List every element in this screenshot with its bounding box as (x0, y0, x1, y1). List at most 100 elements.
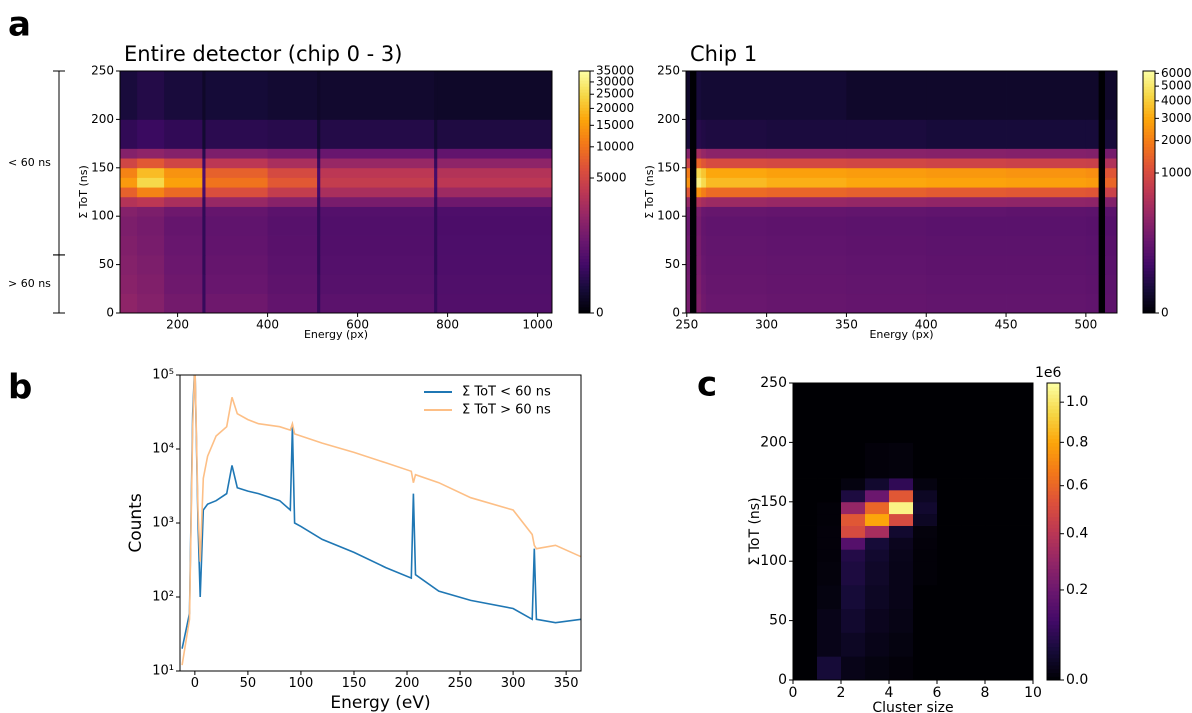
colorbar-step (1143, 276, 1155, 281)
heat-cell (317, 187, 321, 198)
colorbar-step (1143, 255, 1155, 260)
colorbar-step (1047, 505, 1060, 510)
heat-cell (889, 632, 914, 657)
heat-cell (913, 442, 938, 479)
heat-cell (1085, 274, 1100, 295)
colorbar-step (1143, 246, 1155, 250)
colorbar-tick-label: 5000 (596, 171, 627, 185)
heat-cell (202, 167, 206, 178)
heat-cell (1105, 119, 1117, 149)
heat-cell (267, 71, 318, 120)
heat-cell (164, 119, 203, 149)
colorbar-step (1143, 158, 1155, 163)
colorbar-step (1047, 676, 1060, 681)
colorbar-step (579, 71, 590, 75)
heat-cell (889, 383, 914, 443)
heat-cell (437, 254, 552, 275)
heat-cell (164, 196, 203, 207)
colorbar-step (579, 228, 590, 232)
colorbar-step (1143, 309, 1155, 314)
heat-cell (686, 216, 691, 236)
colorbar-step (579, 306, 590, 311)
heat-cell (889, 525, 914, 538)
heat-cell (1009, 478, 1033, 491)
colorbar-step (579, 282, 590, 287)
annotation: > 60 ns (8, 277, 51, 290)
heat-cell (437, 216, 552, 236)
heat-cell (1098, 148, 1106, 159)
colorbar-step (1143, 140, 1155, 145)
heat-cell (164, 216, 203, 236)
colorbar-step (579, 110, 590, 114)
heat-cell (1085, 196, 1100, 207)
heat-cell (437, 206, 552, 217)
colorbar-step (579, 164, 590, 169)
heat-cell (317, 274, 321, 295)
heat-cell (434, 216, 438, 236)
heat-cell (164, 167, 203, 178)
colorbar-step (1047, 594, 1060, 599)
heat-cell (817, 501, 842, 515)
colorbar-step (1143, 89, 1155, 93)
heat-cell (889, 513, 914, 526)
heat-cell (1085, 206, 1100, 217)
heat-cell (705, 216, 768, 236)
colorbar-step (579, 176, 590, 181)
colorbar-step (1143, 228, 1155, 232)
heat-cell (846, 158, 927, 169)
colorbar-step (1047, 408, 1060, 414)
heat-cell (120, 196, 138, 207)
heat-cell (696, 119, 702, 149)
colorbar-step (579, 182, 590, 187)
heat-cell (202, 148, 206, 159)
heat-cell (317, 71, 321, 120)
colorbar-step (579, 204, 590, 208)
colorbar-step (579, 188, 590, 193)
colorbar-step (1047, 635, 1060, 640)
colorbar-step (1047, 568, 1060, 573)
heat-cell (205, 187, 268, 198)
colorbar-step (579, 213, 590, 217)
colorbar-step (1047, 661, 1060, 666)
colorbar-step (1143, 71, 1155, 75)
heat-cell (1105, 254, 1117, 275)
colorbar-step (1143, 128, 1155, 132)
heat-cell (705, 187, 768, 198)
heat-cell (865, 608, 890, 633)
heat-cell (841, 489, 866, 503)
colorbar-step (1047, 423, 1060, 429)
heat-cell (865, 478, 890, 491)
heat-cell (846, 235, 927, 256)
colorbar-step (1047, 583, 1060, 588)
heat-cell (137, 216, 165, 236)
heat-cell (889, 608, 914, 633)
heat-cell (120, 167, 138, 178)
heat-cell (689, 293, 697, 313)
heat-cell (705, 158, 768, 169)
heat-cell (985, 656, 1010, 680)
colorbar-step (1143, 222, 1155, 226)
heat-cell (202, 177, 206, 188)
heat-cell (267, 206, 318, 217)
heat-cell (267, 235, 318, 256)
heat-cell (437, 196, 552, 207)
colorbar-step (1143, 261, 1155, 266)
colorbar-step (579, 231, 590, 235)
colorbar-tick-label: 1000 (1161, 166, 1192, 180)
heat-cell (926, 196, 1007, 207)
colorbar-step (1047, 605, 1060, 610)
heat-cell (937, 489, 962, 503)
colorbar-step (579, 107, 590, 111)
colorbar-step (579, 309, 590, 314)
colorbar-step (1143, 83, 1155, 87)
colorbar-step (1047, 483, 1060, 488)
heat-cell (686, 196, 691, 207)
heat-cell (937, 513, 962, 526)
heat-cell (926, 274, 1007, 295)
heat-cell (913, 584, 938, 610)
colorbar-tick-label: 1.0 (1066, 394, 1088, 410)
colorbar-step (579, 240, 590, 244)
heat-cell (705, 235, 768, 256)
heat-cell (865, 537, 890, 550)
heat-cell (320, 119, 435, 149)
